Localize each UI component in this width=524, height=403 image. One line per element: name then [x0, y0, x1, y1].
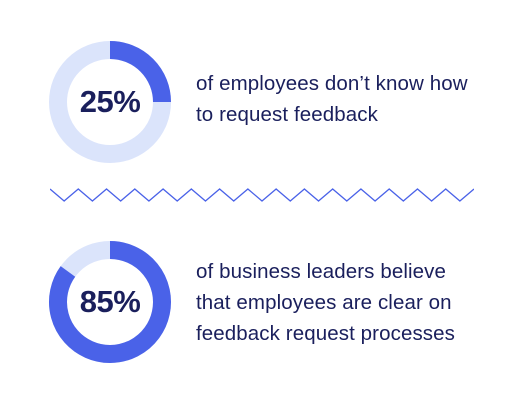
donut-svg: [49, 241, 171, 363]
donut-chart: 85%: [48, 240, 172, 364]
stat-employees-feedback: 25% of employees don’t know how to reque…: [48, 40, 508, 164]
stat-description-line: of employees don’t know how: [196, 72, 468, 95]
zigzag-line: [50, 188, 474, 202]
donut-value-arc: [109, 41, 171, 103]
stat-description-line: that employees are clear on: [196, 291, 452, 314]
donut-percent-label: 25%: [79, 84, 141, 119]
stat-description-line: feedback request processes: [196, 322, 455, 345]
stat-description: of business leaders believe that employe…: [196, 256, 455, 349]
donut-value-arc: [49, 241, 171, 363]
stat-description-line: to request feedback: [196, 103, 378, 126]
donut-svg: [49, 41, 171, 163]
stat-description-line: of business leaders believe: [196, 260, 446, 283]
zigzag-divider: [50, 188, 474, 202]
donut-chart: 25%: [48, 40, 172, 164]
donut-percent-label: 85%: [79, 284, 141, 319]
stat-description: of employees don’t know how to request f…: [196, 68, 468, 130]
stat-leaders-belief: 85% of business leaders believe that emp…: [48, 240, 508, 364]
